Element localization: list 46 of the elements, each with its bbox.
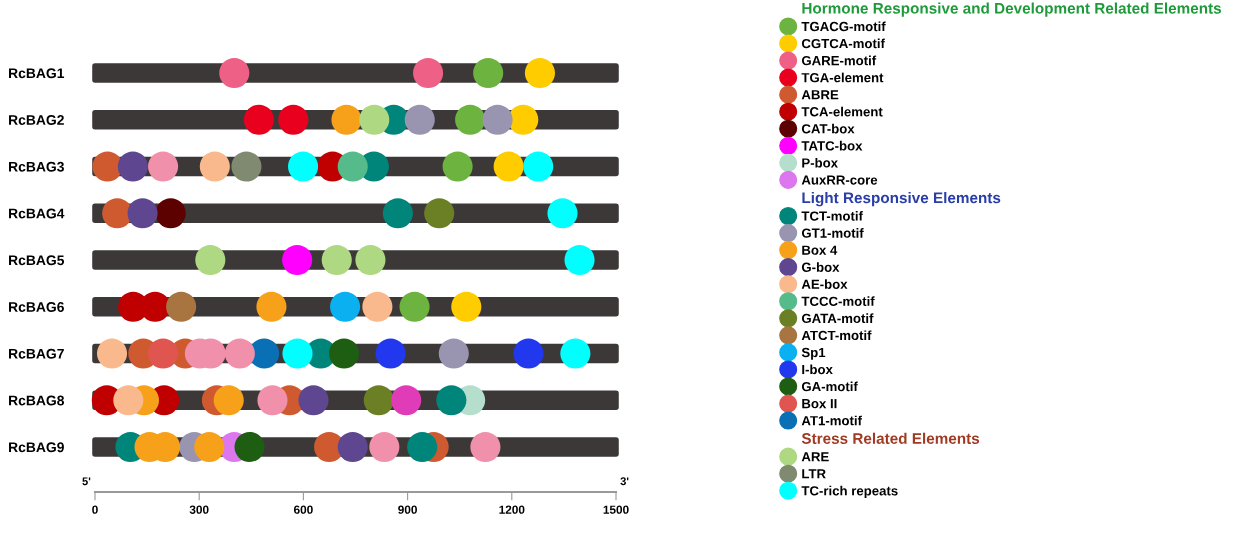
text: 3' <box>620 477 629 486</box>
legend-label: TC-rich repeats <box>801 485 898 499</box>
legend-label: Box 4 <box>802 245 838 255</box>
y-tick-label: RcBAG4 <box>9 208 65 219</box>
legend-label: GT1-motif <box>801 228 864 238</box>
legend-label: AE-box <box>801 279 848 289</box>
legend-label: GARE-motif <box>801 55 877 66</box>
legend-label: CGTCA-motif <box>801 38 885 49</box>
legend-label: TCA-element <box>801 106 883 117</box>
legend-label: G-box <box>801 262 840 272</box>
legend-label: TGACG-motif <box>801 21 886 32</box>
y-tick-label: RcBAG7 <box>9 348 64 359</box>
legend-label: TATC-box <box>801 140 863 151</box>
legend-label: TCCC-motif <box>801 296 875 306</box>
legend-label: I-box <box>802 364 833 375</box>
x-tick-label: 1500 <box>603 505 629 514</box>
x-tick-label: 600 <box>293 505 313 514</box>
y-tick-label: RcBAG3 <box>9 161 64 172</box>
legend-label: TCT-motif <box>801 211 863 221</box>
y-tick-label: RcBAG6 <box>9 302 64 312</box>
text: Light Responsive Elements <box>802 191 1001 207</box>
y-tick-label: RcBAG2 <box>9 115 64 125</box>
legend-label: GATA-motif <box>801 313 874 324</box>
text: 5' <box>82 477 91 486</box>
y-tick-label: RcBAG5 <box>9 255 65 266</box>
x-tick-label: 0 <box>92 505 98 514</box>
x-tick-label: 1200 <box>499 505 525 514</box>
legend-label: TGA-element <box>801 72 884 83</box>
x-tick-label: 900 <box>398 505 417 514</box>
legend-label: LTR <box>802 469 826 479</box>
legend-label: CAT-box <box>801 123 855 134</box>
legend-label: ATCT-motif <box>801 330 872 341</box>
legend-label: GA-motif <box>801 381 858 392</box>
y-tick-label: RcBAG9 <box>9 442 64 453</box>
legend-label: P-box <box>802 157 838 168</box>
legend-label: ABRE <box>801 90 839 100</box>
y-tick-label: RcBAG8 <box>9 395 65 406</box>
text: Stress Related Elements <box>801 432 980 444</box>
legend-label: Box II <box>802 399 837 409</box>
x-tick-label: 300 <box>189 505 209 514</box>
legend-label: Sp1 <box>801 347 826 360</box>
legend-label: ARE <box>801 452 829 462</box>
y-tick-label: RcBAG1 <box>9 68 65 79</box>
legend-label: AuxRR-core <box>801 175 878 185</box>
text: Hormone Responsive and Development Related Elements <box>802 2 1222 17</box>
legend-label: AT1-motif <box>801 415 863 426</box>
